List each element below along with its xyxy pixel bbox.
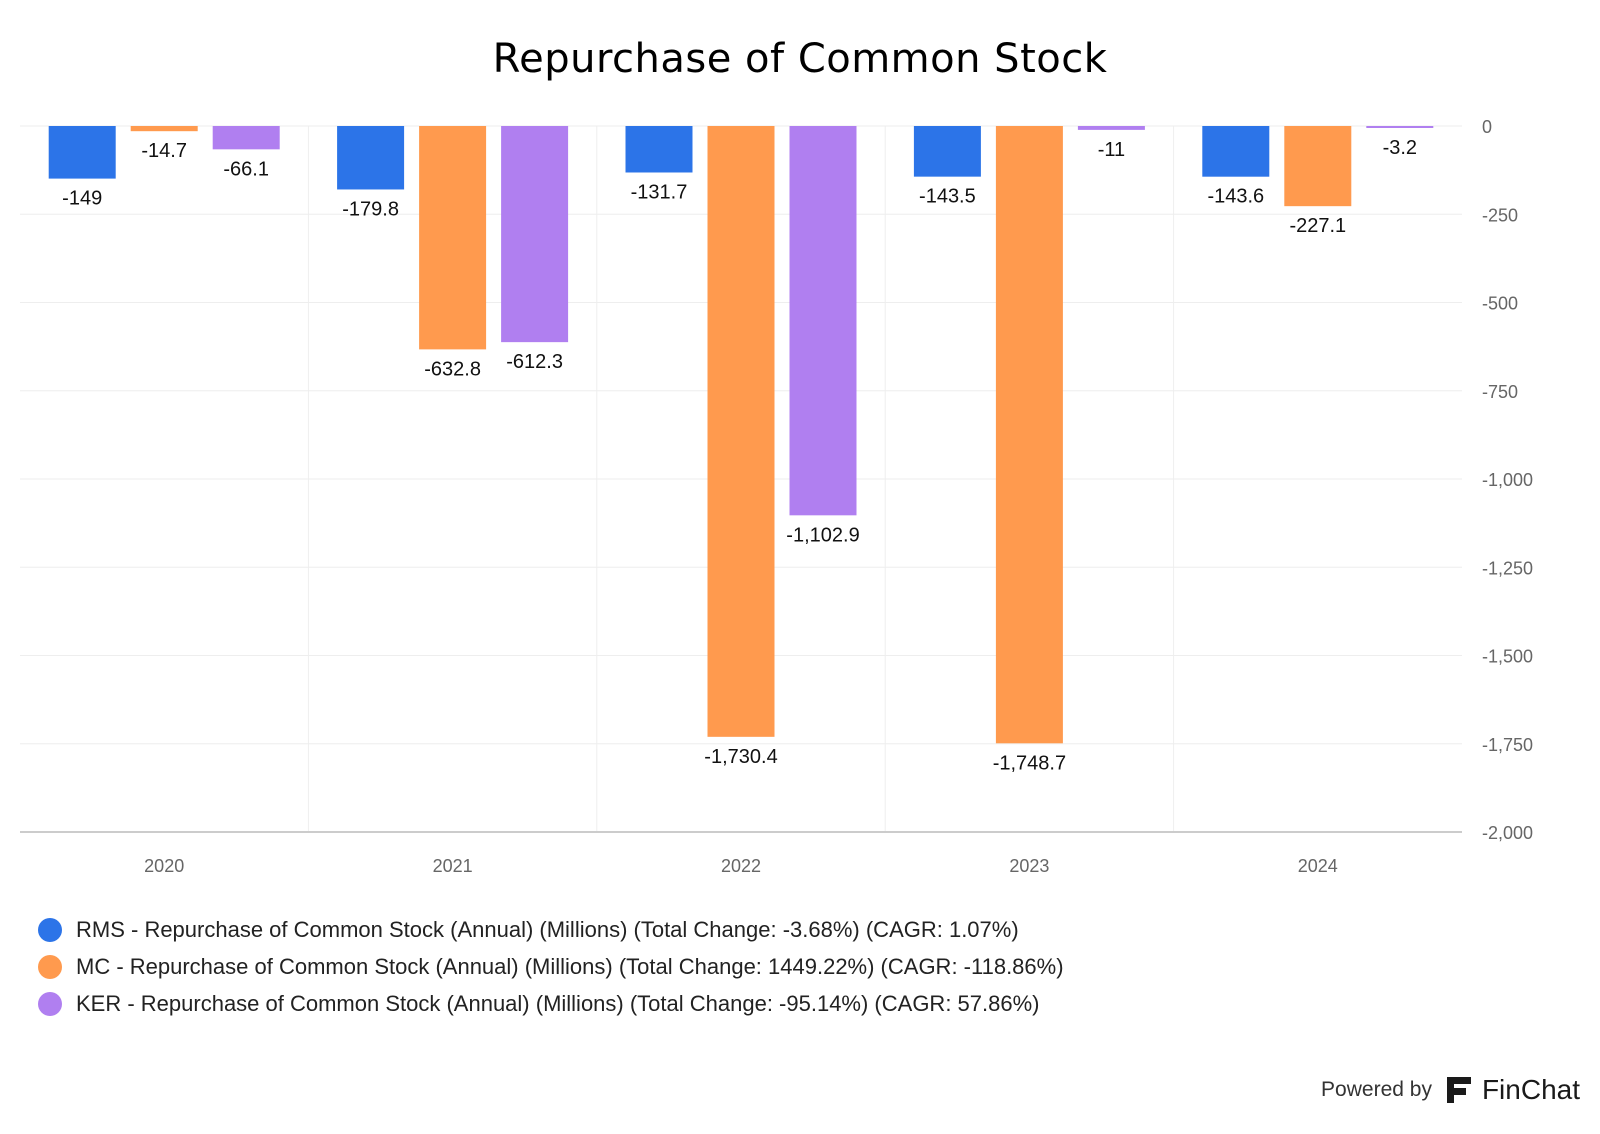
data-label: -66.1 <box>223 158 269 180</box>
bar[interactable] <box>1284 126 1352 207</box>
bar[interactable] <box>130 126 198 132</box>
data-label: -612.3 <box>506 351 563 373</box>
y-tick-label: -1,500 <box>1482 647 1533 667</box>
data-label: -179.8 <box>342 198 399 220</box>
data-label: -1,102.9 <box>786 524 859 546</box>
y-tick-label: -250 <box>1482 205 1518 225</box>
data-label: -11 <box>1098 139 1125 161</box>
bar[interactable] <box>1077 126 1145 130</box>
powered-by-text: Powered by <box>1321 1078 1432 1101</box>
bar[interactable] <box>913 126 981 177</box>
legend-dot-ker <box>38 992 62 1016</box>
data-label: -143.5 <box>919 186 976 208</box>
bar-layer <box>48 126 1434 744</box>
legend-label-rms: RMS - Repurchase of Common Stock (Annual… <box>76 917 1019 942</box>
bar[interactable] <box>1366 126 1434 128</box>
data-label-layer: -149 -179.8 -131.7 -143.5 -143.6 -14.7 -632.8 -… <box>62 137 1417 774</box>
x-tick-label: 2022 <box>721 856 761 876</box>
bar[interactable] <box>501 126 569 343</box>
y-tick-label: -1,250 <box>1482 558 1533 578</box>
bar[interactable] <box>995 126 1063 744</box>
legend-dot-mc <box>38 955 62 979</box>
data-label: -1,748.7 <box>993 752 1066 774</box>
bar[interactable] <box>419 126 487 350</box>
y-tick-label: -750 <box>1482 382 1518 402</box>
data-label: -131.7 <box>631 181 688 203</box>
axis-layer: 0 -250 -500 -750 -1,000 -1,250 -1,500 -1,750 -2,… <box>20 117 1533 876</box>
bar[interactable] <box>789 126 857 516</box>
chart-title: Repurchase of Common Stock <box>492 36 1108 82</box>
legend-item-mc[interactable]: MC - Repurchase of Common Stock (Annual)… <box>38 952 1064 982</box>
data-label: -227.1 <box>1289 215 1346 237</box>
bar[interactable] <box>707 126 775 737</box>
legend-label-ker: KER - Repurchase of Common Stock (Annual… <box>76 991 1040 1016</box>
y-tick-label: -500 <box>1482 294 1518 314</box>
bar[interactable] <box>625 126 693 173</box>
brand-name: FinChat <box>1481 1074 1580 1105</box>
x-tick-label: 2023 <box>1009 856 1049 876</box>
bar[interactable] <box>1202 126 1270 177</box>
data-label: -149 <box>62 188 102 210</box>
data-label: -14.7 <box>141 140 187 162</box>
y-tick-label: -1,000 <box>1482 470 1533 490</box>
legend-item-rms[interactable]: RMS - Repurchase of Common Stock (Annual… <box>38 915 1019 945</box>
finchat-logo-icon <box>1446 1077 1471 1103</box>
y-tick-label: 0 <box>1482 117 1492 137</box>
legend-dot-rms <box>38 918 62 942</box>
data-label: -143.6 <box>1207 186 1264 208</box>
branding[interactable]: Powered by FinChat <box>1321 1074 1580 1106</box>
bar[interactable] <box>212 126 280 150</box>
legend-label-mc: MC - Repurchase of Common Stock (Annual)… <box>76 954 1064 979</box>
y-tick-label: -2,000 <box>1482 823 1533 843</box>
data-label: -632.8 <box>424 358 481 380</box>
legend-item-ker[interactable]: KER - Repurchase of Common Stock (Annual… <box>38 989 1040 1019</box>
bar[interactable] <box>337 126 405 190</box>
data-label: -3.2 <box>1383 137 1417 159</box>
y-tick-label: -1,750 <box>1482 735 1533 755</box>
bar[interactable] <box>48 126 116 179</box>
data-label: -1,730.4 <box>704 746 777 768</box>
x-tick-label: 2021 <box>433 856 473 876</box>
x-tick-label: 2020 <box>144 856 184 876</box>
x-tick-label: 2024 <box>1298 856 1338 876</box>
